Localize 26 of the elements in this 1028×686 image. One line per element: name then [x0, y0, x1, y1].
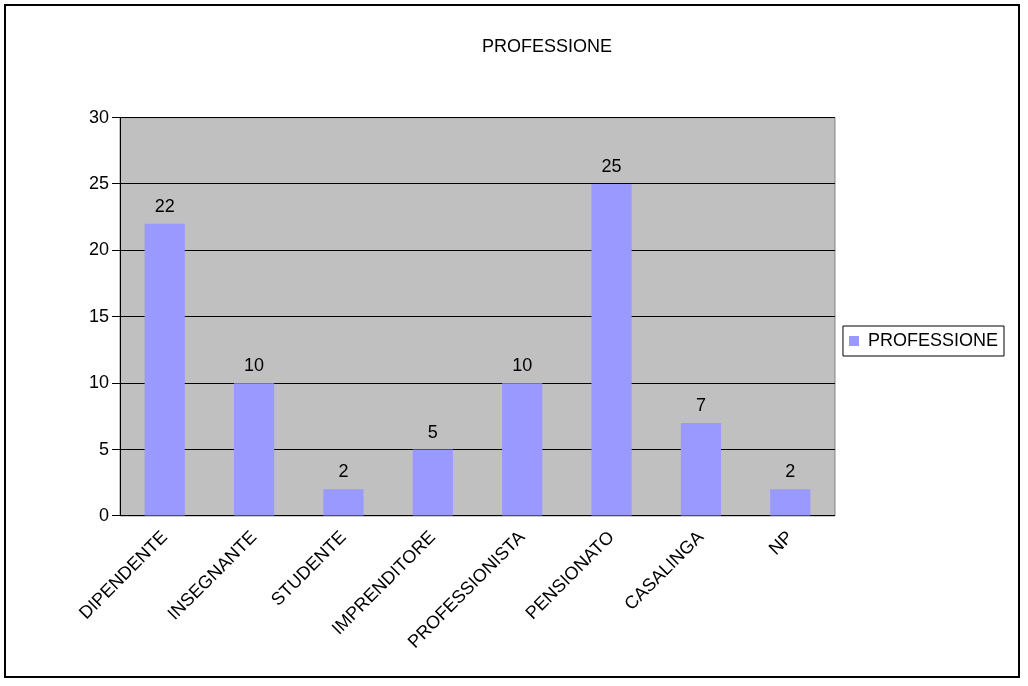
data-label: 25	[601, 155, 622, 176]
bar	[233, 383, 275, 516]
data-label: 2	[785, 461, 796, 482]
bar	[412, 449, 453, 516]
y-tick-label: 5	[99, 438, 110, 459]
data-label: 10	[244, 355, 265, 376]
data-label: 10	[512, 355, 533, 376]
y-tick-label: 10	[88, 372, 110, 393]
bar	[502, 383, 543, 516]
legend-label: PROFESSIONE	[867, 329, 999, 350]
chart-title: PROFESSIONE	[481, 35, 613, 56]
x-tick-label: NP	[764, 526, 797, 559]
bar	[144, 223, 185, 516]
bar	[680, 422, 722, 516]
bar	[770, 489, 811, 516]
bar	[591, 183, 632, 516]
data-label: 5	[427, 421, 438, 442]
bar	[323, 489, 364, 516]
data-label: 22	[154, 195, 175, 216]
y-tick-label: 25	[88, 172, 110, 193]
y-tick-label: 15	[88, 305, 110, 326]
y-tick-label: 20	[88, 239, 110, 260]
data-label: 2	[338, 461, 349, 482]
data-label: 7	[695, 394, 706, 415]
y-tick-label: 0	[99, 504, 110, 525]
y-tick-label: 30	[88, 106, 110, 127]
